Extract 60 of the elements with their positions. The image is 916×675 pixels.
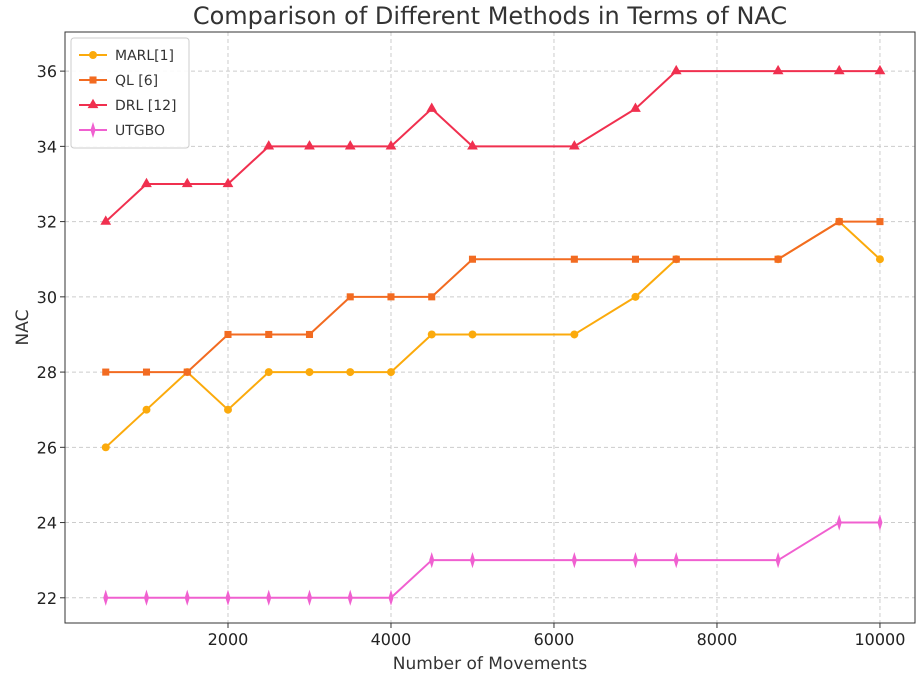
legend-label: MARL[1]	[115, 48, 174, 64]
point	[426, 102, 438, 112]
y-axis-title: NAC	[13, 310, 33, 346]
point	[346, 293, 354, 300]
y-tick-label: 34	[36, 137, 57, 156]
point	[102, 443, 110, 452]
legend-label: DRL [12]	[115, 98, 176, 114]
point	[182, 178, 193, 188]
y-tick-label: 32	[36, 212, 57, 232]
y-tick-label: 28	[36, 363, 57, 382]
point	[387, 293, 395, 300]
point	[264, 368, 273, 376]
y-tick-label: 30	[36, 288, 57, 307]
x-tick-label: 10000	[854, 630, 906, 649]
point	[568, 140, 580, 150]
point	[224, 330, 232, 338]
point	[265, 330, 272, 338]
x-axis-title: Number of Movements	[392, 654, 588, 674]
point	[468, 330, 476, 338]
point	[876, 218, 884, 226]
point	[428, 293, 436, 300]
point	[772, 64, 784, 74]
x-tick-label: 4000	[370, 630, 412, 649]
point	[102, 368, 110, 376]
point	[100, 215, 112, 225]
x-tick-label: 8000	[696, 630, 738, 649]
point	[467, 140, 478, 150]
point	[570, 256, 578, 263]
point	[631, 292, 640, 301]
point	[263, 140, 274, 150]
point	[876, 255, 884, 264]
point	[630, 102, 641, 112]
point	[346, 368, 354, 376]
point	[386, 368, 395, 376]
chart-title: Comparison of Different Methods in Terms of NAC	[192, 2, 788, 30]
y-tick-label: 22	[36, 588, 57, 608]
x-tick-label: 2000	[208, 630, 248, 649]
point	[670, 64, 682, 74]
y-tick-label: 36	[36, 62, 57, 82]
y-tick-label: 26	[36, 438, 57, 458]
y-tick-label: 24	[36, 514, 57, 533]
point	[834, 64, 845, 74]
point	[142, 406, 150, 414]
point	[874, 64, 886, 74]
point	[306, 368, 314, 376]
point	[142, 368, 150, 376]
point	[468, 256, 476, 263]
point	[632, 256, 640, 263]
point	[428, 330, 436, 338]
point	[306, 330, 314, 338]
point	[344, 140, 356, 150]
x-tick-label: 6000	[534, 630, 574, 649]
point	[222, 178, 234, 188]
legend-label: UTGBO	[115, 123, 166, 139]
point	[304, 140, 315, 150]
legend-label: QL [6]	[115, 73, 158, 89]
point	[570, 330, 578, 338]
point	[224, 406, 232, 414]
point	[141, 178, 152, 188]
point	[386, 140, 396, 150]
